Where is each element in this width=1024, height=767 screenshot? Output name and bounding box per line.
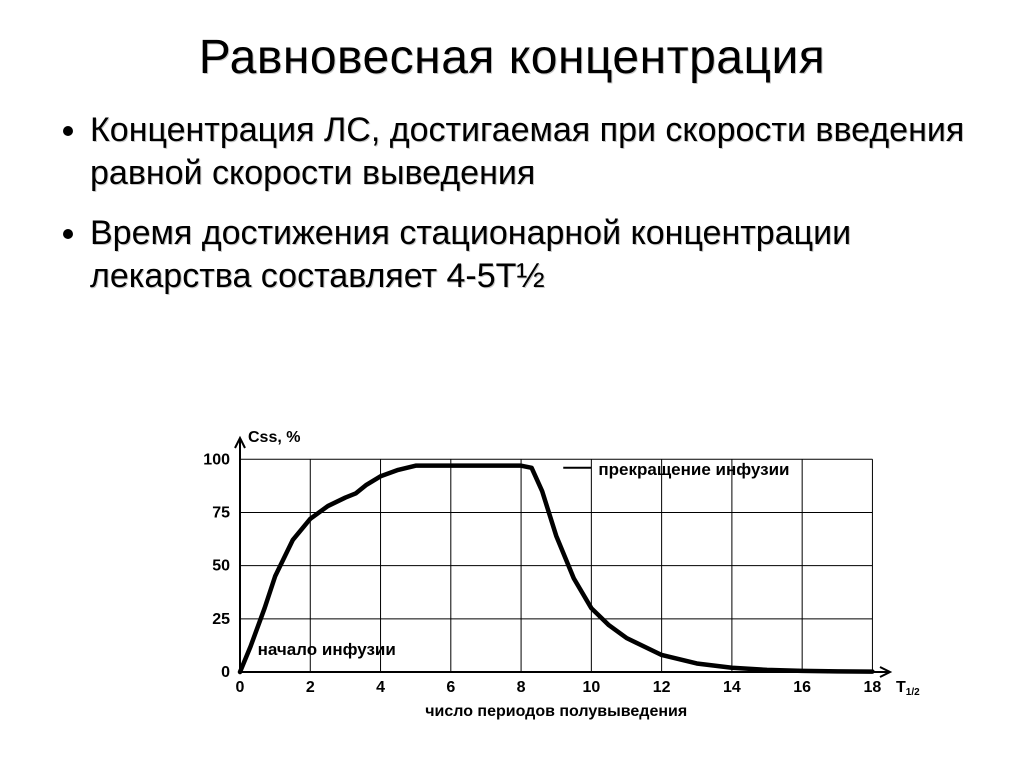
bullet-list: Концентрация ЛС, достигаемая при скорост… [60,109,984,297]
svg-text:25: 25 [212,611,230,628]
svg-text:100: 100 [203,451,230,468]
steady-state-chart: 0 2 4 6 8 10 12 14 16 18 0 25 50 75 100 Css, % T1/2 число… [170,420,950,730]
svg-text:2: 2 [306,679,315,696]
svg-text:50: 50 [212,558,230,575]
svg-text:12: 12 [653,679,671,696]
svg-text:16: 16 [793,679,811,696]
page-title: Равновесная концентрация [40,30,984,85]
svg-text:начало инфузии: начало инфузии [258,640,396,659]
svg-text:T1/2: T1/2 [896,679,920,698]
svg-text:6: 6 [446,679,455,696]
svg-text:18: 18 [864,679,882,696]
svg-text:8: 8 [517,679,526,696]
svg-text:10: 10 [582,679,600,696]
svg-text:75: 75 [212,504,230,521]
bullet-item: Концентрация ЛС, достигаемая при скорост… [90,109,984,194]
svg-text:прекращение инфузии: прекращение инфузии [598,460,789,479]
svg-text:число периодов полувыведения: число периодов полувыведения [425,703,687,720]
svg-text:0: 0 [221,664,230,681]
svg-text:4: 4 [376,679,385,696]
svg-text:0: 0 [236,679,245,696]
svg-text:14: 14 [723,679,741,696]
bullet-item: Время достижения стационарной концентрац… [90,212,984,297]
svg-text:Css, %: Css, % [248,429,300,446]
